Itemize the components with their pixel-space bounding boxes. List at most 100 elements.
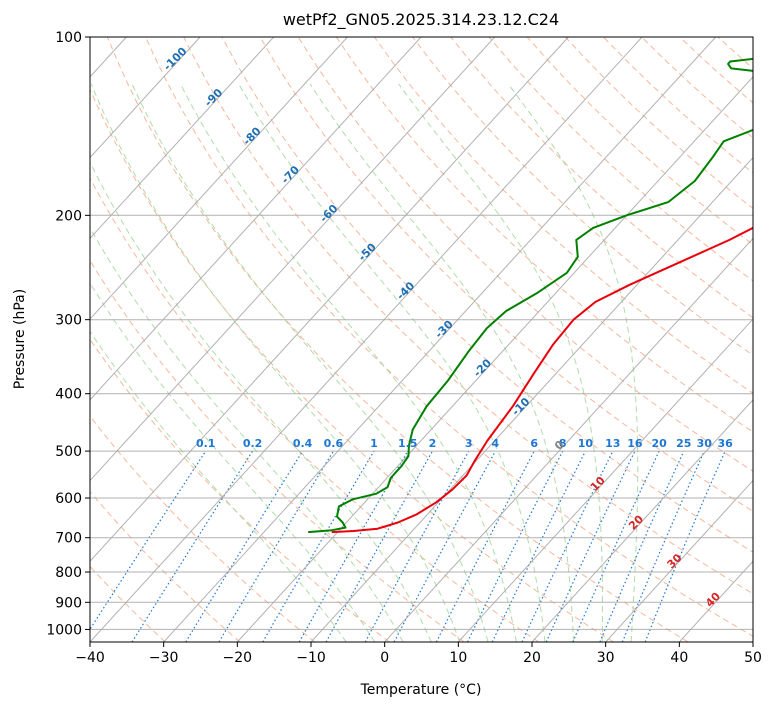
mixing-ratio-label: 13 bbox=[605, 437, 620, 450]
dry-adiabat bbox=[221, 37, 753, 553]
y-tick-label: 600 bbox=[55, 491, 82, 507]
y-tick-label: 800 bbox=[55, 565, 82, 581]
mixing-ratio-label: 10 bbox=[578, 437, 594, 450]
mixing-ratio-label: 1 bbox=[370, 437, 378, 450]
isotherm-line bbox=[531, 399, 753, 642]
mixing-ratio-label: 36 bbox=[717, 437, 733, 450]
y-tick-label: 200 bbox=[55, 208, 82, 224]
y-tick-label: 700 bbox=[55, 531, 82, 547]
isotherm-line bbox=[90, 37, 643, 642]
x-tick-label: −10 bbox=[296, 650, 326, 666]
dewpoint-profile bbox=[308, 57, 753, 534]
mixing-ratio-line bbox=[325, 450, 434, 642]
mixing-ratio-line bbox=[393, 450, 496, 642]
x-axis-label: Temperature (°C) bbox=[360, 682, 482, 698]
isotherm-line bbox=[90, 37, 348, 320]
plot-area: 0.1 0.2 0.4 0.6 1 1.5 2 3 4 6 8 10 13 16 20 25 30 36-100-… bbox=[90, 37, 753, 642]
isotherm-line bbox=[90, 37, 275, 240]
x-tick-label: −20 bbox=[223, 650, 253, 666]
x-tick-label: 10 bbox=[449, 650, 467, 666]
dry-adiabat bbox=[90, 415, 316, 642]
mixing-ratio-line bbox=[599, 450, 685, 642]
mixing-ratio-label: 1.5 bbox=[398, 437, 418, 450]
isotherm-line bbox=[605, 479, 753, 642]
y-tick-label: 500 bbox=[55, 444, 82, 460]
x-tick-label: 50 bbox=[744, 650, 762, 666]
moist-adiabat bbox=[90, 330, 347, 642]
mixing-ratio-label: 0.2 bbox=[243, 437, 263, 450]
moist-adiabat bbox=[90, 282, 376, 642]
moist-adiabat bbox=[131, 83, 489, 642]
moist-adiabat bbox=[179, 83, 517, 642]
mixing-ratio-label: 25 bbox=[676, 437, 691, 450]
moist-adiabat bbox=[90, 161, 432, 642]
isotherm-line bbox=[163, 37, 717, 642]
dry-adiabat bbox=[90, 259, 465, 642]
mixing-ratio-line bbox=[131, 450, 254, 642]
dry-adiabat bbox=[412, 37, 753, 356]
dry-adiabat bbox=[90, 490, 241, 642]
moist-adiabat bbox=[238, 83, 546, 642]
y-tick-label: 900 bbox=[55, 595, 82, 611]
skewed-isotherms bbox=[90, 37, 753, 642]
isotherm-line bbox=[384, 237, 753, 642]
mixing-ratio-line bbox=[90, 450, 207, 631]
y-tick-label: 400 bbox=[55, 387, 82, 403]
dry-adiabat bbox=[259, 37, 753, 512]
isotherm-line bbox=[90, 37, 422, 401]
x-tick-label: 40 bbox=[670, 650, 688, 666]
mixing-ratio-label: 8 bbox=[559, 437, 567, 450]
series bbox=[308, 57, 753, 534]
mixing-ratio-label: 4 bbox=[491, 437, 499, 450]
dry-adiabat bbox=[90, 176, 540, 642]
mixing-ratio-label: 0.4 bbox=[293, 437, 313, 450]
mixing-ratio-label: 3 bbox=[465, 437, 473, 450]
mixing-ratio-label: 0.1 bbox=[196, 437, 216, 450]
isotherm-line bbox=[236, 76, 753, 642]
dry-adiabat bbox=[90, 88, 614, 642]
mixing-ratio-lines bbox=[90, 450, 726, 642]
moist-adiabats bbox=[90, 83, 639, 642]
x-tick-label: 30 bbox=[597, 650, 615, 666]
mixing-ratio-label: 2 bbox=[429, 437, 437, 450]
dry-adiabat bbox=[450, 37, 753, 319]
x-tick-label: 0 bbox=[380, 650, 389, 666]
mixing-ratio-line bbox=[364, 450, 470, 642]
mixing-ratio-label: 30 bbox=[697, 437, 713, 450]
isotherm-line bbox=[310, 156, 753, 642]
isotherm-line bbox=[90, 37, 201, 159]
mixing-ratio-line bbox=[185, 450, 304, 642]
x-tick-label: 20 bbox=[523, 650, 541, 666]
dry-adiabats bbox=[90, 37, 753, 642]
y-tick-label: 300 bbox=[55, 313, 82, 329]
mixing-ratio-line bbox=[621, 450, 705, 642]
x-tick-label: −30 bbox=[149, 650, 179, 666]
chart-title: wetPf2_GN05.2025.314.23.12.C24 bbox=[283, 10, 559, 30]
dry-adiabat bbox=[90, 338, 390, 642]
moist-adiabat bbox=[398, 83, 603, 642]
moist-adiabat bbox=[90, 83, 461, 642]
mixing-ratio-label: 6 bbox=[530, 437, 538, 450]
x-tick-label: −40 bbox=[75, 650, 105, 666]
mixing-ratio-label: 0.6 bbox=[324, 437, 344, 450]
dry-adiabat bbox=[90, 565, 166, 642]
mixing-ratio-line bbox=[572, 450, 660, 642]
y-axis-label: Pressure (hPa) bbox=[12, 289, 28, 389]
axes: −40 −30 −20 −10 0 10 20 30 40 5010020030040050060… bbox=[46, 30, 762, 666]
isotherm-line bbox=[90, 37, 496, 482]
mixing-ratio-line bbox=[466, 450, 564, 642]
isotherm-line bbox=[90, 37, 569, 562]
dry-adiabat bbox=[106, 37, 689, 642]
mixing-ratio-label: 20 bbox=[651, 437, 667, 450]
temperature-profile bbox=[331, 226, 753, 534]
isotherm-line bbox=[457, 318, 753, 642]
mixing-ratio-label: 16 bbox=[627, 437, 643, 450]
moist-adiabat bbox=[507, 83, 639, 642]
dry-adiabat bbox=[183, 37, 753, 595]
plot-frame bbox=[89, 36, 754, 643]
y-tick-label: 1000 bbox=[46, 622, 82, 638]
moist-adiabat bbox=[309, 83, 575, 642]
y-tick-label: 100 bbox=[55, 30, 82, 46]
